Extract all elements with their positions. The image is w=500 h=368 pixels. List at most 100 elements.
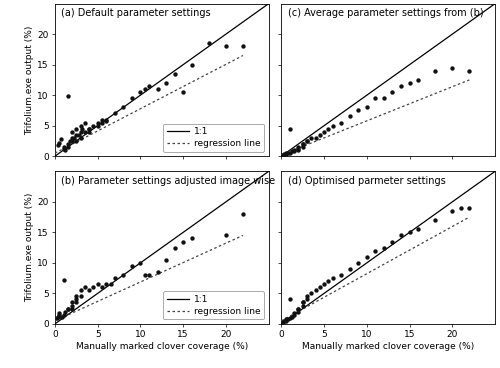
Point — [98, 117, 106, 123]
Point — [337, 120, 345, 125]
Point — [72, 132, 80, 138]
Point — [346, 266, 354, 272]
Point — [397, 233, 405, 238]
Point — [282, 150, 290, 156]
Point — [363, 254, 371, 260]
Point — [431, 217, 439, 223]
Point — [90, 123, 98, 128]
Point — [303, 138, 311, 144]
Point — [372, 248, 380, 254]
X-axis label: Manually marked clover coverage (%): Manually marked clover coverage (%) — [302, 342, 474, 351]
Point — [57, 136, 65, 142]
Point — [162, 257, 170, 263]
Point — [448, 208, 456, 214]
Point — [299, 141, 307, 147]
Point — [64, 306, 72, 312]
Point — [397, 83, 405, 89]
Point — [188, 62, 196, 68]
Point — [68, 306, 76, 312]
Point — [81, 129, 89, 135]
Point — [448, 65, 456, 71]
Point — [72, 300, 80, 305]
Point — [106, 281, 114, 287]
Point — [85, 126, 93, 132]
Point — [54, 142, 62, 148]
Point — [58, 314, 66, 319]
Point — [68, 138, 76, 144]
Point — [68, 135, 76, 141]
X-axis label: Manually marked clover coverage (%): Manually marked clover coverage (%) — [76, 342, 248, 351]
Point — [154, 86, 162, 92]
Point — [90, 284, 98, 290]
Point — [308, 135, 316, 141]
Point — [308, 290, 316, 296]
Point — [68, 129, 76, 135]
Point — [363, 105, 371, 110]
Point — [222, 43, 230, 49]
Point — [81, 120, 89, 125]
Point — [239, 43, 247, 49]
Point — [102, 281, 110, 287]
Point — [62, 309, 70, 315]
Point — [354, 107, 362, 113]
Point — [94, 123, 102, 128]
Point — [282, 316, 290, 322]
Point — [457, 205, 465, 211]
Point — [466, 205, 473, 211]
Point — [380, 245, 388, 251]
Point — [316, 132, 324, 138]
Point — [56, 312, 64, 318]
Point — [188, 236, 196, 241]
Point — [328, 123, 336, 128]
Point — [316, 284, 324, 290]
Point — [286, 150, 294, 156]
Point — [388, 89, 396, 95]
Point — [286, 126, 294, 132]
Legend: 1:1, regression line: 1:1, regression line — [163, 124, 264, 152]
Point — [286, 297, 294, 302]
Point — [52, 315, 60, 321]
Point — [312, 135, 320, 141]
Point — [76, 129, 84, 135]
Point — [414, 226, 422, 232]
Point — [85, 126, 93, 132]
Point — [140, 86, 148, 92]
Point — [85, 287, 93, 293]
Point — [286, 315, 294, 321]
Point — [337, 272, 345, 278]
Point — [136, 89, 144, 95]
Point — [284, 150, 292, 156]
Point — [303, 297, 311, 302]
Point — [294, 146, 302, 152]
Point — [64, 141, 72, 147]
Point — [414, 77, 422, 83]
Point — [60, 312, 68, 318]
Point — [98, 284, 106, 290]
Point — [120, 105, 128, 110]
Point — [372, 95, 380, 101]
Point — [98, 120, 106, 125]
Text: (a) Default parameter settings: (a) Default parameter settings — [62, 8, 211, 18]
Point — [406, 80, 413, 86]
Point — [431, 68, 439, 74]
Point — [294, 306, 302, 312]
Point — [62, 147, 70, 153]
Point — [299, 141, 307, 147]
Point — [288, 314, 296, 319]
Point — [72, 138, 80, 144]
Point — [64, 144, 72, 150]
Point — [324, 278, 332, 284]
Text: (d) Optimised parmeter settings: (d) Optimised parmeter settings — [288, 176, 446, 186]
Point — [64, 306, 72, 312]
Point — [60, 277, 68, 283]
Point — [72, 293, 80, 299]
Point — [66, 138, 74, 144]
Point — [111, 110, 119, 116]
Point — [75, 132, 83, 138]
Point — [78, 126, 86, 132]
Point — [54, 314, 62, 319]
Point — [102, 118, 110, 124]
Point — [312, 287, 320, 293]
Point — [145, 83, 153, 89]
Point — [170, 71, 178, 77]
